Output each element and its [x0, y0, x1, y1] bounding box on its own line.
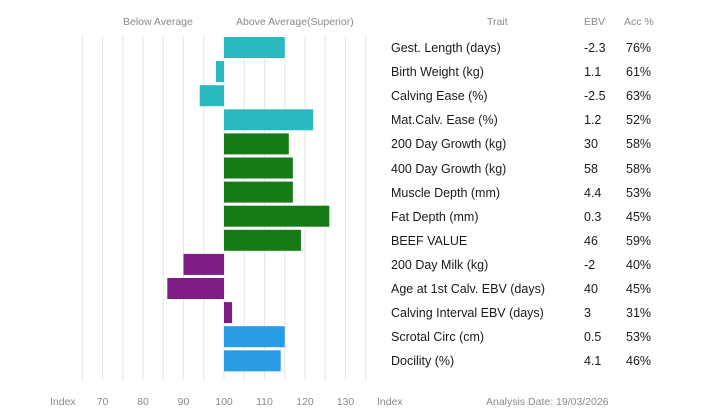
x-tick-label: 70 — [97, 396, 109, 408]
trait-label: 200 Day Growth (kg) — [391, 137, 507, 152]
trait-label: 200 Day Milk (kg) — [391, 257, 489, 272]
trait-header: Trait — [487, 16, 508, 28]
bar — [224, 350, 281, 372]
above-average-header: Above Average(Superior) — [236, 16, 354, 28]
trait-label: 400 Day Growth (kg) — [391, 161, 507, 176]
acc-value: 61% — [626, 65, 652, 80]
trait-label: Age at 1st Calv. EBV (days) — [391, 282, 545, 296]
bar — [199, 85, 224, 107]
index-label-left: Index — [50, 396, 76, 408]
bar — [224, 157, 293, 179]
acc-value: 59% — [626, 233, 652, 248]
acc-value: 53% — [626, 330, 652, 345]
x-tick-label: 90 — [178, 396, 190, 408]
below-average-header: Below Average — [123, 16, 193, 28]
trait-label: Gest. Length (days) — [391, 41, 501, 55]
bar — [224, 133, 289, 155]
ebv-value: 1.2 — [584, 113, 602, 128]
acc-value: 58% — [626, 137, 652, 152]
analysis-date: Analysis Date: 19/03/2026 — [486, 396, 609, 408]
bar — [224, 229, 301, 251]
bar — [224, 326, 285, 348]
trait-label: Scrotal Circ (cm) — [391, 330, 485, 345]
acc-header: Acc % — [624, 16, 654, 28]
bar — [215, 61, 224, 83]
ebv-value: 4.4 — [584, 185, 602, 200]
ebv-value: 0.3 — [584, 209, 602, 224]
ebv-value: 3 — [584, 306, 591, 321]
ebv-value: 4.1 — [584, 354, 602, 369]
acc-value: 40% — [626, 257, 652, 272]
acc-value: 52% — [626, 113, 652, 128]
ebv-value: -2.3 — [584, 41, 606, 55]
trait-label: Calving Ease (%) — [391, 89, 488, 104]
acc-value: 58% — [626, 161, 652, 176]
acc-value: 53% — [626, 185, 652, 200]
ebv-value: 40 — [584, 282, 598, 296]
bar — [167, 278, 224, 299]
trait-label: Docility (%) — [391, 354, 455, 369]
x-tick-label: 100 — [215, 396, 233, 408]
bar — [183, 253, 224, 275]
bar — [224, 37, 285, 58]
trait-label: BEEF VALUE — [391, 233, 468, 248]
x-tick-label: 80 — [137, 396, 149, 408]
ebv-value: 30 — [584, 137, 598, 152]
trait-label: Fat Depth (mm) — [391, 209, 479, 224]
trait-label: Birth Weight (kg) — [391, 65, 484, 80]
acc-value: 63% — [626, 89, 652, 104]
ebv-value: 46 — [584, 233, 598, 248]
x-tick-label: 110 — [256, 396, 273, 408]
acc-value: 76% — [626, 41, 652, 55]
ebv-value: 58 — [584, 161, 598, 176]
bar — [224, 302, 233, 324]
ebv-value: -2 — [584, 257, 596, 272]
x-tick-label: 120 — [296, 396, 314, 408]
index-label-right: Index — [377, 396, 403, 408]
bar — [224, 109, 314, 131]
trait-label: Calving Interval EBV (days) — [391, 306, 544, 321]
bar — [224, 205, 330, 227]
acc-value: 46% — [626, 354, 652, 369]
trait-label: Muscle Depth (mm) — [391, 185, 501, 200]
ebv-value: 0.5 — [584, 330, 602, 345]
acc-value: 31% — [626, 306, 652, 321]
acc-value: 45% — [626, 282, 652, 296]
bar — [224, 181, 293, 203]
trait-label: Mat.Calv. Ease (%) — [391, 113, 498, 128]
x-tick-label: 130 — [337, 396, 355, 408]
ebv-value: 1.1 — [584, 65, 602, 80]
acc-value: 45% — [626, 209, 652, 224]
ebv-value: -2.5 — [584, 89, 606, 104]
ebv-header: EBV — [584, 16, 606, 28]
